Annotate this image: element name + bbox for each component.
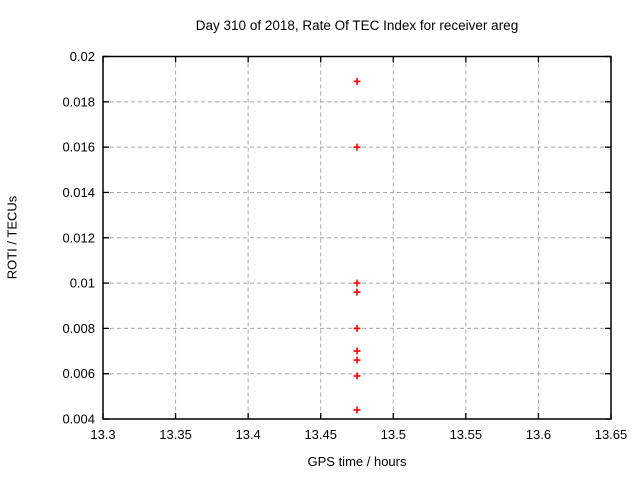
chart-title: Day 310 of 2018, Rate Of TEC Index for r… — [195, 18, 519, 33]
y-tick-label: 0.018 — [62, 94, 95, 109]
x-tick-label: 13.5 — [381, 427, 406, 442]
y-tick-label: 0.016 — [62, 140, 95, 155]
x-tick-label: 13.65 — [595, 427, 628, 442]
y-tick-label: 0.008 — [62, 321, 95, 336]
x-tick-label: 13.35 — [159, 427, 192, 442]
x-tick-label: 13.3 — [90, 427, 115, 442]
y-tick-label: 0.02 — [70, 49, 95, 64]
y-tick-label: 0.01 — [70, 276, 95, 291]
x-axis-label: GPS time / hours — [307, 454, 407, 469]
x-tick-label: 13.45 — [304, 427, 337, 442]
x-tick-label: 13.6 — [526, 427, 551, 442]
y-tick-label: 0.006 — [62, 366, 95, 381]
x-tick-label: 13.4 — [235, 427, 260, 442]
x-tick-label: 13.55 — [450, 427, 483, 442]
y-tick-label: 0.014 — [62, 185, 95, 200]
y-tick-label: 0.012 — [62, 230, 95, 245]
y-tick-label: 0.004 — [62, 412, 95, 427]
